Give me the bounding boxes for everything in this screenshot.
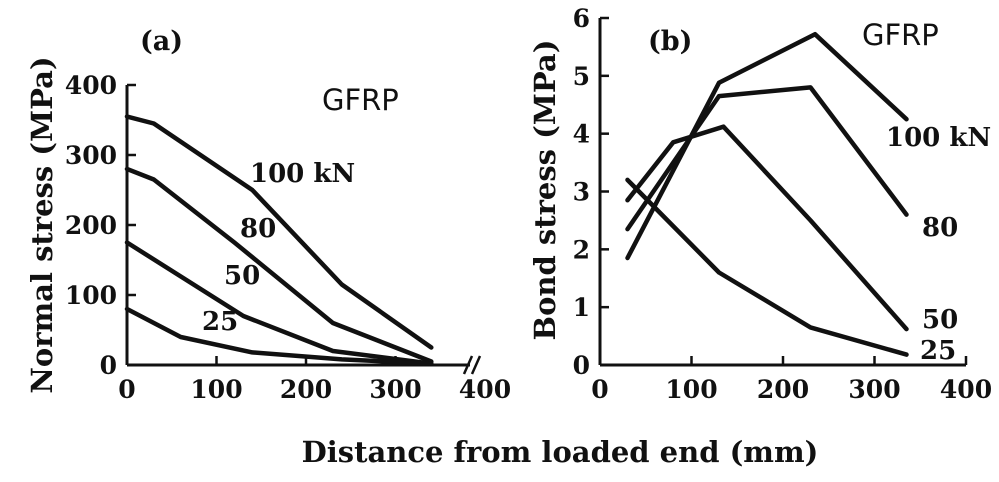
panel-a-label: (a): [140, 26, 183, 57]
panel-b-x-tick-label: 200: [757, 375, 809, 404]
panel-b-x-tick-label: 100: [665, 375, 717, 404]
panel-a-series-label-100-kn: 100 kN: [250, 159, 355, 189]
panel-b-label: (b): [648, 26, 692, 57]
panel-a-series-label-50: 50: [224, 261, 260, 291]
panel-b-series-line-100-kn: [625, 31, 909, 261]
panel-b-y-axis-label: Bond stress (MPa): [528, 40, 562, 341]
panel-a-x-tick-label: 200: [280, 375, 332, 404]
panel-a-axis-break-mark: [462, 355, 482, 375]
panel-a-material-label: GFRP: [322, 83, 399, 117]
panel-b-series-line-25: [625, 177, 909, 357]
panel-a-x-tick-label: 400: [459, 375, 511, 404]
panel-a-y-tick-label: 200: [65, 211, 117, 240]
panel-a-series-label-25: 25: [202, 307, 238, 337]
panel-a-x-tick-label: 100: [190, 375, 242, 404]
panel-b-bond-stress-chart: 0 1 2 3 4 5 6 0 100 200 300 400 Bond stress (MPa) (b)…: [528, 4, 992, 404]
panel-a-y-tick-label: 0: [100, 351, 117, 380]
panel-a-series-line-100-kn: [124, 114, 434, 350]
panel-b-series-label-50: 50: [922, 305, 958, 335]
shared-x-axis-label: Distance from loaded end (mm): [302, 435, 819, 469]
panel-b-x-tick-label: 300: [848, 375, 900, 404]
panel-b-series-line-80: [625, 85, 909, 232]
panel-b-y-tick-label: 3: [573, 178, 590, 207]
panel-b-series-label-25: 25: [920, 336, 956, 366]
panel-b-series-line-50: [625, 124, 909, 332]
panel-b-y-tick-label: 1: [573, 293, 590, 322]
panel-a-y-axis-label: Normal stress (MPa): [25, 56, 59, 393]
panel-a-series-line-25: [124, 306, 434, 366]
panel-b-y-tick-label: 2: [573, 235, 590, 264]
panel-a-y-tick-label: 300: [65, 141, 117, 170]
panel-b-material-label: GFRP: [862, 18, 939, 52]
panel-b-x-tick-label: 0: [591, 375, 608, 404]
panel-a-x-tick-label: 0: [118, 375, 135, 404]
panel-b-x-tick-label: 400: [940, 375, 992, 404]
panel-a-series-line-50: [124, 240, 434, 366]
panel-a-y-tick-label: 100: [65, 281, 117, 310]
panel-b-series-label-80: 80: [922, 213, 958, 243]
panel-b-y-tick-label: 4: [573, 120, 590, 149]
panel-a-y-tick-label: 400: [65, 71, 117, 100]
panel-b-y-tick-label: 6: [573, 4, 590, 33]
panel-a-x-tick-label: 300: [369, 375, 421, 404]
panel-b-y-tick-label: 5: [573, 62, 590, 91]
panel-a-series-line-80: [124, 166, 434, 364]
panel-a-series-label-80: 80: [240, 214, 276, 244]
panel-b-y-tick-label: 0: [573, 351, 590, 380]
panel-b-series-label-100-kn: 100 kN: [886, 123, 991, 153]
